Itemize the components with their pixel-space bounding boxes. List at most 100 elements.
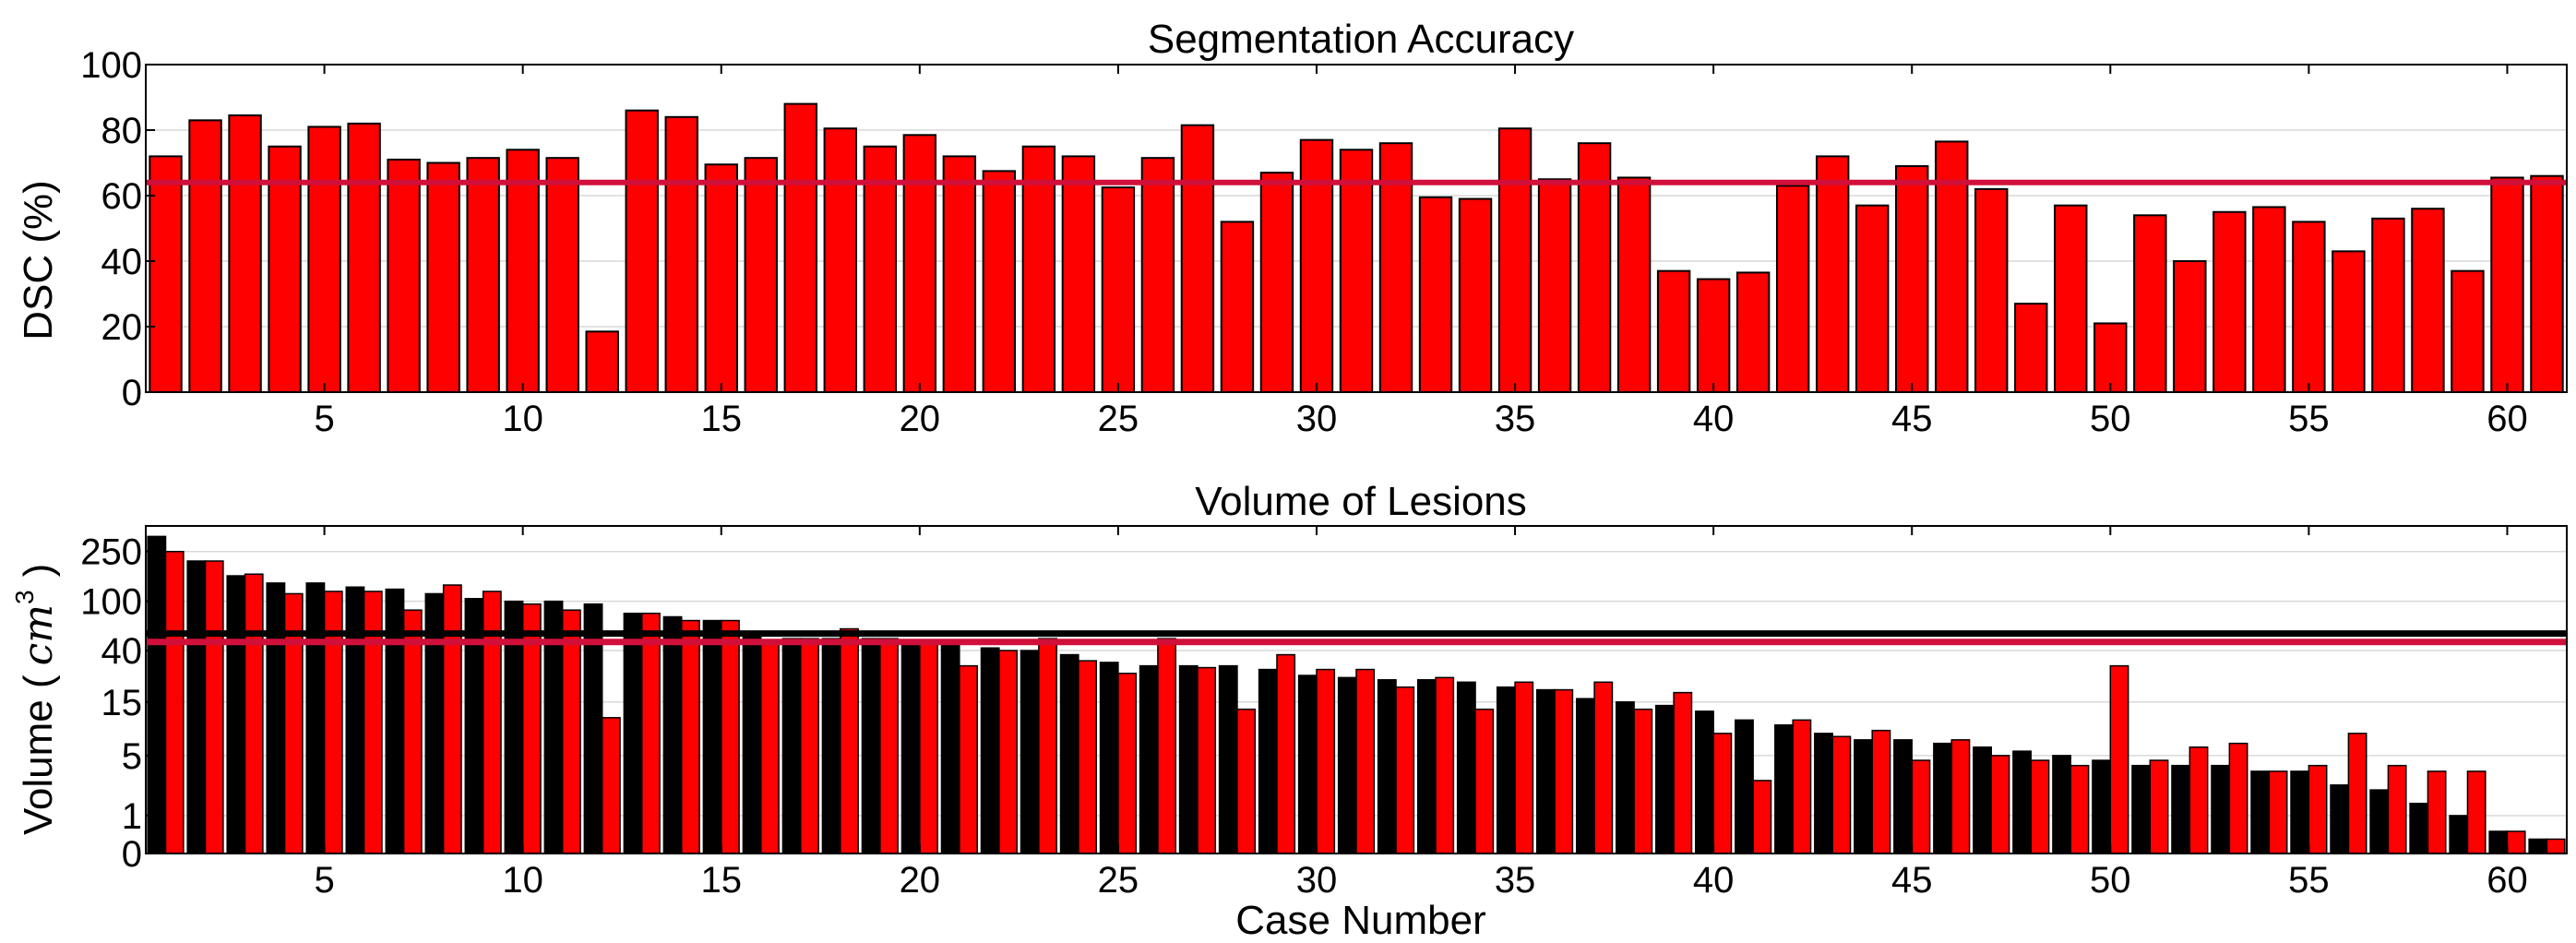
volume-bar-black-32 — [1377, 679, 1397, 854]
volume-bar-red-31 — [1355, 668, 1376, 854]
dsc-bar-44 — [1855, 204, 1890, 393]
x-tick-label: 60 — [2487, 860, 2528, 901]
volume-bar-black-2 — [186, 560, 207, 854]
dsc-bar-34 — [1458, 197, 1493, 393]
volume-y-axis-label-exponent: 3 — [10, 590, 39, 604]
dsc-bar-1 — [149, 155, 183, 393]
volume-bar-black-3 — [226, 575, 246, 854]
volume-bar-black-59 — [2449, 815, 2469, 854]
x-tick-label: 25 — [1098, 399, 1139, 439]
volume-bar-red-58 — [2427, 770, 2447, 854]
x-tick-label: 5 — [314, 860, 334, 901]
volume-bar-red-24 — [1078, 660, 1097, 854]
volume-bar-red-11 — [561, 609, 581, 854]
volume-bar-red-53 — [2228, 742, 2248, 854]
volume-bar-red-20 — [919, 643, 938, 854]
volume-bar-red-13 — [640, 612, 661, 854]
volume-bar-black-49 — [2052, 755, 2072, 854]
volume-bar-black-36 — [1535, 688, 1556, 854]
dsc-bar-21 — [942, 155, 977, 393]
volume-bar-red-43 — [1831, 735, 1852, 854]
dsc-bar-45 — [1895, 165, 1929, 393]
volume-bar-red-3 — [244, 573, 264, 854]
volume-bar-red-15 — [720, 619, 740, 854]
volume-bar-black-57 — [2369, 789, 2390, 854]
volume-bar-black-25 — [1099, 662, 1119, 854]
dsc-bar-11 — [545, 157, 579, 393]
x-tick-label: 15 — [700, 860, 742, 901]
volume-chart-title: Volume of Lesions — [1195, 479, 1527, 524]
y-tick-label: 80 — [101, 111, 143, 151]
dsc-bar-31 — [1339, 149, 1374, 394]
volume-bar-red-14 — [680, 619, 700, 854]
volume-bar-red-33 — [1435, 676, 1455, 854]
volume-bar-black-48 — [2012, 750, 2033, 854]
x-tick-label: 45 — [1891, 860, 1933, 901]
dsc-bar-50 — [2093, 322, 2128, 394]
dsc-bar-54 — [2252, 206, 2286, 393]
y-tick-label: 15 — [101, 683, 143, 723]
x-tick-label: 5 — [314, 399, 334, 439]
volume-bar-black-7 — [385, 588, 405, 854]
y-tick-label: 40 — [101, 242, 143, 282]
volume-bar-red-39 — [1673, 691, 1693, 854]
dsc-bar-38 — [1616, 176, 1652, 393]
volume-bar-red-25 — [1117, 673, 1138, 854]
volume-bar-black-18 — [821, 638, 841, 854]
x-tick-label: 35 — [1495, 860, 1536, 901]
volume-bar-red-40 — [1712, 733, 1733, 854]
volume-bar-black-34 — [1456, 681, 1476, 854]
dsc-bar-29 — [1259, 172, 1294, 393]
volume-plot-frame — [145, 525, 2568, 854]
dsc-bar-39 — [1656, 269, 1691, 393]
y-tick-label: 20 — [101, 307, 143, 348]
y-tick-label: 5 — [122, 736, 142, 777]
volume-bar-black-45 — [1893, 739, 1913, 854]
dsc-bar-49 — [2054, 204, 2088, 393]
volume-bar-red-12 — [601, 717, 621, 854]
dsc-bar-42 — [1775, 185, 1810, 393]
volume-bar-red-18 — [840, 627, 859, 854]
dsc-bar-33 — [1418, 196, 1453, 393]
dsc-bar-60 — [2490, 176, 2524, 393]
volume-bar-black-50 — [2092, 759, 2112, 854]
x-tick-label: 10 — [502, 399, 543, 439]
dsc-bar-28 — [1220, 221, 1255, 393]
volume-x-ticks: 5 10 15 20 25 30 35 40 45 50 55 60 — [314, 526, 2528, 901]
dsc-panel: Segmentation Accuracy DSC (%) 0 20 40 60 80 1… — [16, 17, 2568, 439]
dsc-bar-25 — [1101, 186, 1136, 393]
dsc-bar-7 — [387, 158, 421, 393]
volume-bar-red-45 — [1911, 759, 1931, 854]
volume-bar-red-8 — [442, 584, 462, 854]
volume-bar-red-26 — [1157, 638, 1177, 854]
dsc-x-ticks: 5 10 15 20 25 30 35 40 45 50 55 60 — [314, 65, 2528, 439]
x-tick-label: 45 — [1891, 399, 1933, 439]
volume-bar-black-26 — [1139, 664, 1159, 854]
volume-bar-red-19 — [879, 638, 899, 854]
y-tick-label: 100 — [80, 45, 142, 86]
dsc-y-ticks: 0 20 40 60 80 100 — [80, 45, 155, 413]
volume-bar-red-35 — [1514, 681, 1534, 854]
volume-y-axis-label-unit: cm — [15, 604, 62, 665]
volume-bar-black-15 — [702, 619, 722, 854]
volume-y-axis-label-text: Volume ( — [16, 674, 61, 835]
volume-bar-black-6 — [345, 586, 365, 854]
dsc-bar-61 — [2530, 174, 2564, 393]
volume-bar-red-27 — [1197, 666, 1217, 854]
dsc-bar-12 — [585, 330, 619, 394]
dsc-bar-26 — [1140, 157, 1175, 393]
dsc-bar-27 — [1180, 124, 1215, 394]
dsc-bar-57 — [2371, 217, 2405, 393]
volume-bar-red-57 — [2387, 764, 2407, 854]
dsc-bar-47 — [1974, 187, 2009, 393]
dsc-bar-40 — [1696, 278, 1731, 393]
volume-bar-black-43 — [1814, 733, 1833, 854]
dsc-bar-43 — [1815, 155, 1850, 393]
dsc-bar-55 — [2292, 221, 2326, 393]
volume-bar-black-5 — [305, 582, 326, 854]
dsc-bar-23 — [1021, 145, 1056, 393]
y-tick-label: 1 — [122, 796, 142, 837]
volume-bar-red-7 — [402, 609, 423, 854]
volume-y-axis-label-close: ) — [16, 564, 61, 578]
volume-bar-black-38 — [1616, 701, 1635, 854]
